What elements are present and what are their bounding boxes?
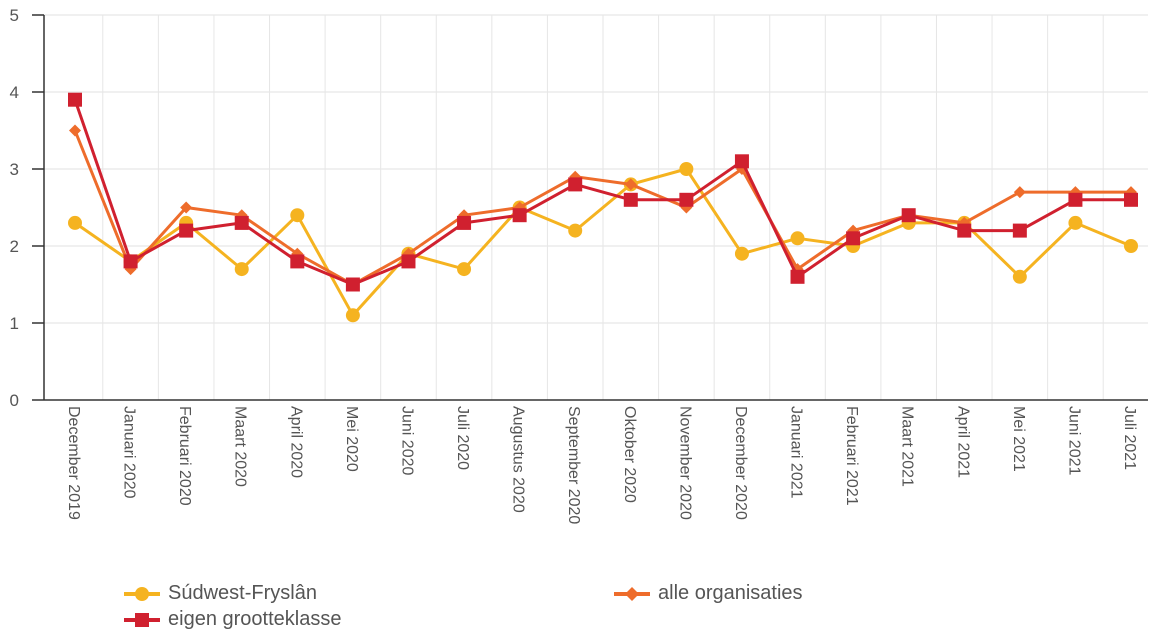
data-point-circle [568, 223, 583, 238]
x-tick-label: Oktober 2020 [621, 406, 638, 503]
data-point-diamond [69, 124, 81, 137]
data-point-circle [68, 215, 82, 230]
x-tick-label: April 2020 [287, 406, 304, 478]
data-point-square [901, 208, 916, 223]
data-point-circle [290, 208, 305, 223]
legend-item-alle-organisaties[interactable]: alle organisaties [612, 582, 803, 605]
data-point-circle [790, 231, 805, 246]
x-tick-label: September 2020 [565, 406, 582, 524]
circle-marker-icon [124, 586, 160, 601]
x-tick-label: Mei 2021 [1010, 406, 1027, 472]
data-point-square [68, 92, 82, 107]
data-point-circle [1124, 239, 1138, 253]
data-point-circle [1068, 215, 1083, 230]
x-tick-label: Juli 2021 [1121, 406, 1138, 470]
data-point-diamond [624, 178, 637, 191]
x-tick-label: Februari 2020 [176, 406, 193, 506]
data-point-circle [345, 308, 360, 323]
legend-item-eigen-grootteklasse[interactable]: eigen grootteklasse [122, 608, 341, 631]
legend-item-sudwest-fryslan[interactable]: Súdwest-Fryslân [122, 582, 317, 605]
data-point-square [623, 192, 638, 207]
data-point-square [1068, 192, 1083, 207]
x-tick-label: November 2020 [676, 406, 693, 520]
data-point-square [1124, 192, 1138, 207]
data-point-diamond [402, 247, 415, 260]
x-tick-label: Juni 2021 [1065, 406, 1082, 475]
x-tick-label: Januari 2021 [788, 406, 805, 499]
data-point-square [957, 223, 972, 238]
data-point-square [512, 208, 527, 223]
data-point-square [179, 223, 194, 238]
data-point-square [234, 215, 249, 230]
x-tick-label: April 2021 [954, 406, 971, 478]
x-tick-label: Januari 2020 [121, 406, 138, 499]
data-point-circle [679, 162, 694, 176]
legend-label: alle organisaties [658, 582, 803, 604]
data-point-square [734, 154, 749, 169]
x-tick-label: Augustus 2020 [510, 406, 527, 513]
data-point-circle [457, 262, 472, 277]
y-tick-label: 5 [10, 6, 19, 25]
data-point-square [123, 254, 138, 269]
data-point-square [679, 192, 694, 207]
y-tick-label: 4 [10, 83, 19, 102]
grid-layer [44, 14, 1148, 400]
x-tick-label: Maart 2020 [232, 406, 249, 487]
legend-label: Súdwest-Fryslân [168, 582, 317, 604]
data-point-circle [734, 246, 749, 261]
x-tick-label: Februari 2021 [843, 406, 860, 506]
series-line-1 [73, 129, 1131, 286]
data-point-square [345, 277, 360, 292]
axis-layer: 0 1 2 3 4 5 December 2019 Januari 2020 Februari … [10, 6, 1148, 524]
data-point-square [568, 177, 583, 192]
data-point-square [290, 254, 305, 269]
series-line-2 [73, 99, 1131, 286]
legend-label: eigen grootteklasse [168, 608, 342, 630]
data-point-square [1012, 223, 1027, 238]
y-tick-label: 2 [10, 237, 19, 256]
y-tick-label: 0 [10, 391, 19, 410]
square-marker-icon [124, 612, 160, 627]
x-tick-label: Mei 2020 [343, 406, 360, 472]
x-tick-label: Maart 2021 [899, 406, 916, 487]
data-point-square [790, 269, 805, 284]
data-point-square [457, 215, 472, 230]
data-point-square [846, 231, 861, 246]
x-tick-label: December 2019 [65, 406, 82, 520]
x-tick-label: Juni 2020 [398, 406, 415, 475]
y-tick-label: 3 [10, 160, 19, 179]
x-tick-label: Juli 2020 [454, 406, 471, 470]
data-point-diamond [291, 247, 304, 260]
diamond-marker-icon [614, 586, 650, 601]
data-point-circle [1012, 269, 1027, 284]
data-point-square [401, 254, 416, 269]
data-point-diamond [1013, 186, 1026, 199]
x-tick-label: December 2020 [732, 406, 749, 520]
series-layer [68, 92, 1138, 323]
data-point-circle [234, 262, 249, 277]
data-point-diamond [180, 201, 193, 214]
y-tick-label: 1 [10, 314, 19, 333]
